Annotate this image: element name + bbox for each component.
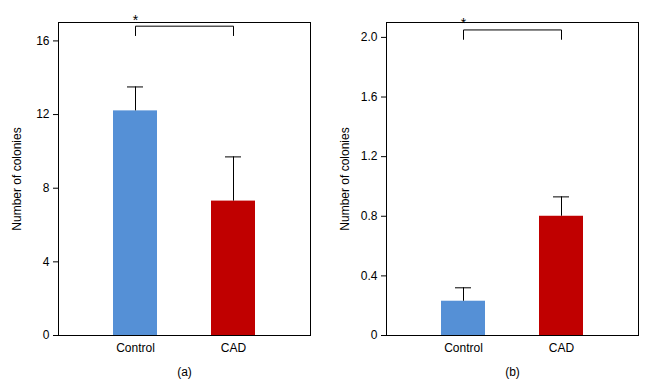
svg-text:CAD: CAD [221,341,247,355]
svg-text:0: 0 [43,328,50,342]
svg-text:1.2: 1.2 [361,149,378,163]
svg-text:Number of colonies: Number of colonies [10,127,24,230]
svg-text:4: 4 [43,255,50,269]
svg-text:CAD: CAD [549,341,575,355]
svg-text:Control: Control [444,341,483,355]
svg-text:Number of colonies: Number of colonies [338,127,352,230]
svg-text:12: 12 [36,107,50,121]
svg-text:(b): (b) [505,365,520,379]
svg-text:1.6: 1.6 [361,90,378,104]
svg-text:(a): (a) [177,365,192,379]
svg-text:16: 16 [36,34,50,48]
svg-text:Control: Control [116,341,155,355]
svg-text:0.4: 0.4 [361,269,378,283]
svg-text:0: 0 [371,328,378,342]
svg-text:*: * [461,15,467,31]
svg-text:8: 8 [43,181,50,195]
svg-text:2.0: 2.0 [361,30,378,44]
svg-text:*: * [133,12,139,28]
svg-text:0.8: 0.8 [361,209,378,223]
